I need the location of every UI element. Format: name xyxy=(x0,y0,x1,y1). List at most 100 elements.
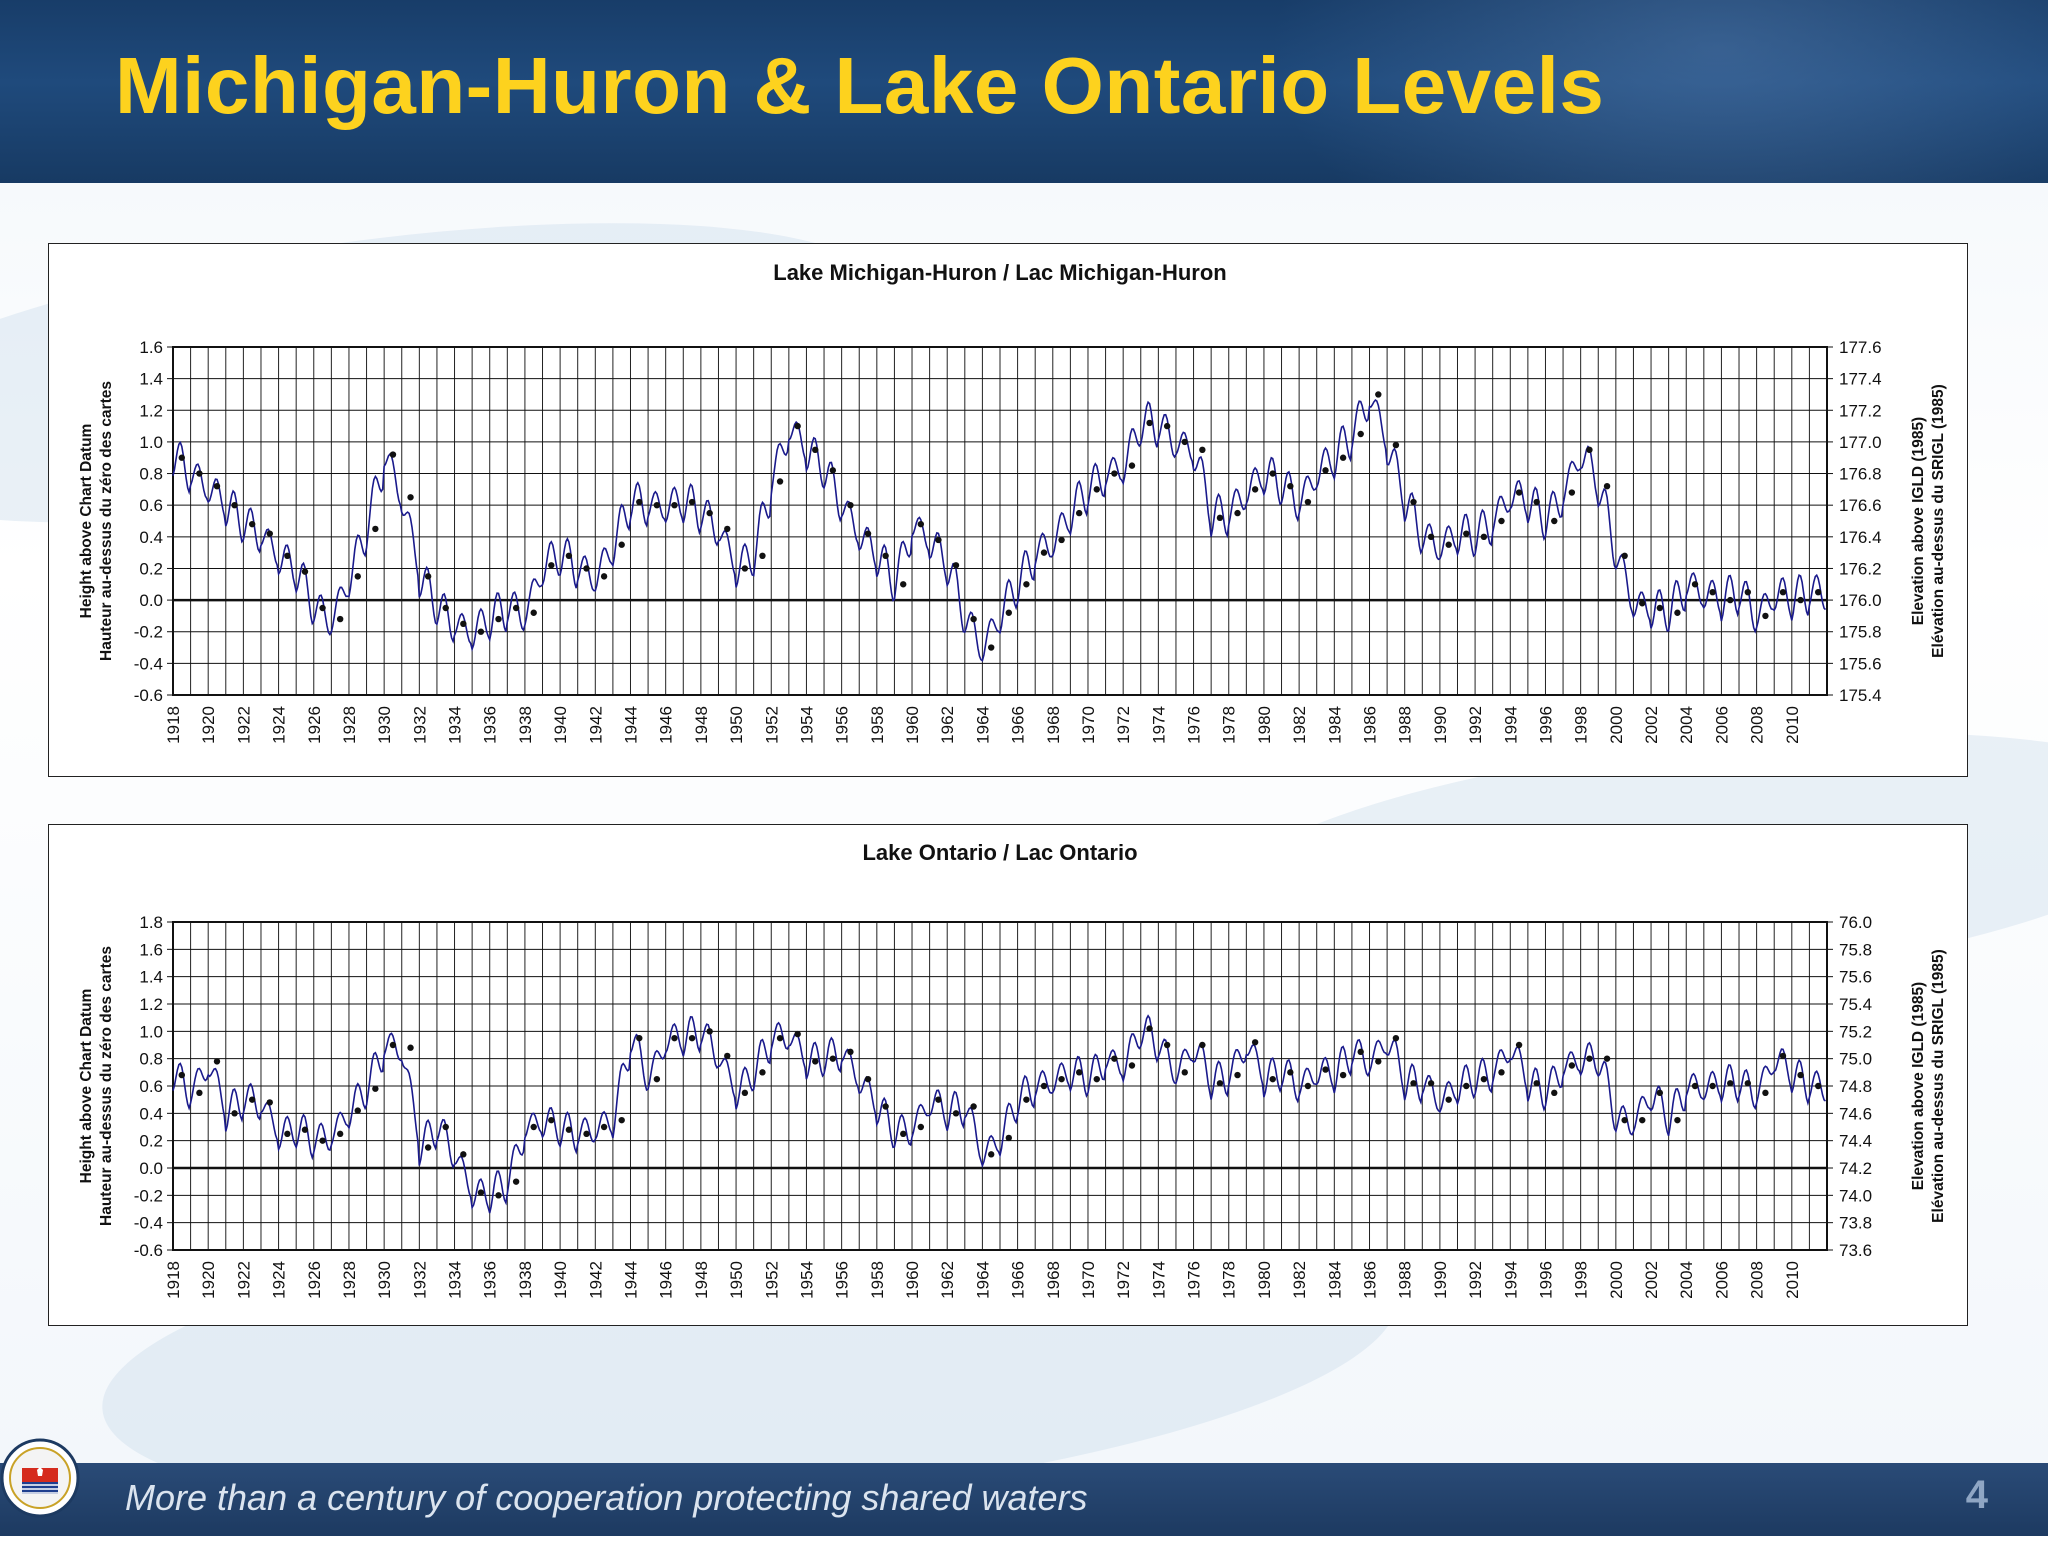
data-point xyxy=(1515,489,1523,496)
data-point xyxy=(847,501,854,509)
data-point xyxy=(812,1058,819,1065)
x-tick-label: 1924 xyxy=(270,1261,289,1299)
x-tick-label: 1968 xyxy=(1044,706,1063,744)
y-tick-label: -0.6 xyxy=(134,686,163,705)
x-tick-label: 1994 xyxy=(1501,706,1520,744)
data-point xyxy=(1322,1066,1329,1073)
x-tick-label: 1996 xyxy=(1536,1261,1555,1299)
data-point xyxy=(583,565,590,572)
slide-title: Michigan-Huron & Lake Ontario Levels xyxy=(115,41,1605,130)
data-point xyxy=(1639,1116,1646,1124)
data-point xyxy=(196,1089,203,1097)
data-point xyxy=(829,467,837,474)
data-point xyxy=(530,609,537,616)
data-point xyxy=(1551,1089,1558,1097)
data-point xyxy=(565,1126,573,1133)
data-point xyxy=(864,1075,872,1083)
y2-tick-label: 175.8 xyxy=(1839,623,1882,642)
data-point xyxy=(1146,419,1153,427)
x-tick-label: 2008 xyxy=(1748,706,1767,744)
data-point xyxy=(1463,1082,1470,1090)
x-tick-label: 1980 xyxy=(1255,1261,1274,1299)
data-point xyxy=(530,1123,537,1131)
y2-tick-label: 177.0 xyxy=(1839,433,1882,452)
data-point xyxy=(213,1058,221,1065)
y2-tick-label: 176.0 xyxy=(1839,591,1882,610)
y-tick-label: 0.0 xyxy=(139,1159,163,1178)
data-point xyxy=(1199,1041,1206,1049)
header-glow xyxy=(1268,0,2048,183)
data-point xyxy=(794,1030,801,1038)
data-point xyxy=(1181,1069,1188,1076)
data-point xyxy=(1445,1096,1452,1103)
data-point xyxy=(1304,1082,1312,1090)
y-tick-label: 0.0 xyxy=(139,591,163,610)
x-tick-label: 1950 xyxy=(727,706,746,744)
data-point xyxy=(618,1116,625,1124)
y-tick-label: 1.4 xyxy=(139,370,163,389)
data-point xyxy=(1410,1080,1417,1087)
y-tick-label: 1.6 xyxy=(139,338,163,357)
data-point xyxy=(1586,446,1593,454)
data-point xyxy=(1234,1071,1241,1079)
data-point xyxy=(1815,1082,1822,1090)
data-point xyxy=(952,562,960,569)
y2-tick-label: 177.2 xyxy=(1839,401,1882,420)
data-point xyxy=(248,520,256,528)
x-tick-label: 2000 xyxy=(1607,1261,1626,1299)
data-point xyxy=(424,573,432,580)
chart-panel-michigan-huron: Lake Michigan-Huron / Lac Michigan-Huron… xyxy=(48,243,1968,777)
y-tick-label: -0.2 xyxy=(134,1186,163,1205)
data-point xyxy=(882,1103,889,1110)
data-point xyxy=(741,1089,749,1097)
data-point xyxy=(495,1192,502,1199)
data-point xyxy=(847,1048,854,1056)
data-point xyxy=(1040,549,1048,556)
y-tick-label: 0.8 xyxy=(139,1050,163,1069)
data-point xyxy=(407,1044,414,1051)
data-point xyxy=(336,1130,344,1138)
data-point xyxy=(1427,1080,1435,1087)
x-tick-label: 1948 xyxy=(692,1261,711,1299)
data-point xyxy=(354,1107,361,1114)
data-point xyxy=(1463,530,1470,537)
data-point xyxy=(1111,470,1118,477)
y2-axis-label: Elevation above IGLD (1985) xyxy=(1910,982,1927,1190)
x-tick-label: 1990 xyxy=(1431,706,1450,744)
y2-tick-label: 74.0 xyxy=(1839,1186,1872,1205)
y-tick-label: -0.2 xyxy=(134,623,163,642)
x-tick-label: 1952 xyxy=(762,706,781,744)
data-point xyxy=(1586,1055,1593,1062)
data-point xyxy=(1146,1025,1153,1032)
data-point xyxy=(1058,1075,1065,1083)
ijc-seal-icon xyxy=(0,1438,80,1518)
data-point xyxy=(1128,462,1136,469)
slide-header: Michigan-Huron & Lake Ontario Levels xyxy=(0,0,2048,183)
x-tick-label: 1962 xyxy=(938,1261,957,1299)
data-point xyxy=(812,446,819,454)
data-point xyxy=(724,1052,731,1060)
y2-axis-label: Elévation au-dessus du SRIGL (1985) xyxy=(1930,384,1947,658)
data-point xyxy=(1656,1089,1664,1097)
data-point xyxy=(1304,498,1312,506)
x-tick-label: 1992 xyxy=(1466,706,1485,744)
michigan-huron-chart: Lake Michigan-Huron / Lac Michigan-Huron… xyxy=(78,260,1947,744)
data-point xyxy=(970,1103,977,1110)
y2-tick-label: 175.6 xyxy=(1839,654,1882,673)
data-point xyxy=(1533,1080,1540,1087)
grid xyxy=(167,921,1833,1251)
data-point xyxy=(1410,498,1417,506)
data-point xyxy=(495,615,502,623)
y-tick-label: 1.0 xyxy=(139,1022,163,1041)
data-point xyxy=(1005,1134,1012,1142)
y-tick-label: 0.8 xyxy=(139,465,163,484)
y-axis-label: Hauteur au-dessus du zéro des cartes xyxy=(98,946,115,1226)
x-tick-label: 1998 xyxy=(1572,1261,1591,1299)
data-point xyxy=(213,483,221,490)
data-point xyxy=(1269,1075,1276,1083)
data-point xyxy=(1480,1075,1488,1083)
x-tick-label: 1976 xyxy=(1185,1261,1204,1299)
x-tick-label: 1930 xyxy=(375,706,394,744)
footer-tagline: More than a century of cooperation prote… xyxy=(125,1477,1088,1518)
data-point xyxy=(266,530,273,537)
